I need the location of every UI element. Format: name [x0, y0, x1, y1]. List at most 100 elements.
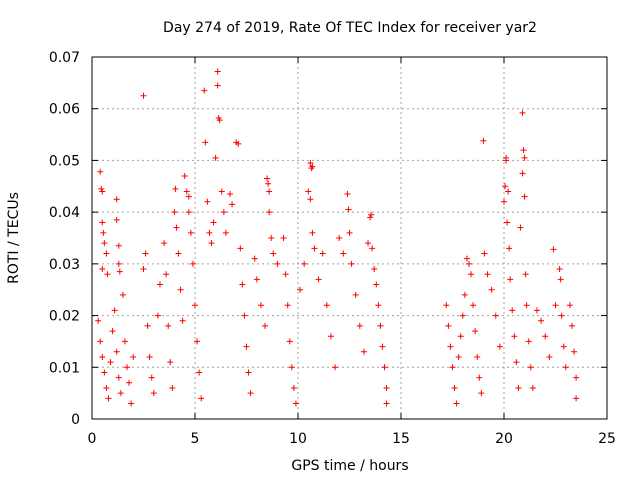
data-point — [284, 302, 291, 309]
data-point — [101, 240, 108, 247]
data-point — [150, 390, 157, 397]
data-point — [292, 400, 299, 407]
data-point — [95, 317, 102, 324]
data-point — [445, 322, 452, 329]
data-point — [556, 266, 563, 273]
data-point — [517, 224, 524, 231]
data-point — [566, 302, 573, 309]
data-point — [332, 364, 339, 371]
data-point — [113, 348, 120, 355]
data-point — [449, 364, 456, 371]
x-axis-title: GPS time / hours — [291, 458, 408, 474]
data-point — [229, 201, 236, 208]
data-point — [381, 364, 388, 371]
data-point — [103, 250, 110, 257]
data-point — [503, 154, 510, 161]
data-point — [97, 168, 104, 175]
data-point — [327, 333, 334, 340]
y-tick-labels: 0 0.01 0.02 0.03 0.04 0.05 0.06 0.07 — [49, 50, 80, 428]
plot-frame — [91, 56, 608, 420]
data-point — [241, 312, 248, 319]
data-point — [297, 286, 304, 293]
data-point — [480, 137, 487, 144]
data-point — [280, 235, 287, 241]
data-point — [509, 307, 516, 314]
data-point — [117, 390, 124, 397]
data-point — [128, 400, 135, 407]
data-point — [198, 395, 205, 402]
x-tick-label: 10 — [289, 431, 307, 447]
data-point — [194, 338, 201, 345]
data-point — [98, 185, 105, 192]
data-point — [455, 353, 462, 360]
data-point — [288, 364, 295, 371]
data-point — [367, 214, 374, 221]
data-point — [156, 281, 163, 288]
chart-title: Day 274 of 2019, Rate Of TEC Index for r… — [163, 20, 537, 36]
data-point — [266, 188, 273, 195]
data-point — [121, 338, 128, 345]
data-point — [496, 343, 503, 350]
data-point — [568, 322, 575, 329]
data-point — [451, 384, 458, 391]
data-point — [172, 185, 179, 192]
data-point — [488, 286, 495, 293]
data-point — [521, 154, 528, 161]
data-point — [447, 343, 454, 350]
y-tick-label: 0.07 — [49, 50, 80, 66]
x-tick-label: 15 — [392, 431, 410, 447]
data-point — [124, 364, 131, 371]
data-point — [175, 250, 182, 257]
data-point — [348, 260, 355, 267]
data-point — [360, 348, 367, 355]
data-point — [201, 87, 208, 94]
data-point — [346, 229, 353, 236]
data-point — [519, 109, 526, 116]
data-point — [204, 198, 211, 205]
data-point — [573, 374, 580, 381]
data-point — [109, 328, 116, 335]
data-point — [101, 369, 108, 376]
data-point — [286, 338, 293, 345]
data-point — [266, 209, 273, 216]
data-point — [103, 384, 110, 391]
data-point — [470, 302, 477, 309]
x-tick-label: 5 — [191, 431, 200, 447]
data-point — [206, 229, 213, 236]
data-point — [502, 183, 509, 190]
data-point — [187, 229, 194, 236]
data-point — [309, 229, 316, 236]
data-point — [163, 271, 170, 278]
data-point — [377, 322, 384, 329]
data-point — [183, 188, 190, 195]
data-point — [538, 317, 545, 324]
data-point — [179, 317, 186, 324]
data-point — [239, 281, 246, 288]
data-point — [115, 374, 122, 381]
data-point — [140, 266, 147, 273]
data-point — [119, 291, 126, 298]
y-tick-label: 0.05 — [49, 153, 80, 169]
data-point — [375, 302, 382, 309]
data-point — [533, 307, 540, 314]
data-point — [274, 260, 281, 267]
data-point — [173, 224, 180, 231]
data-point — [290, 384, 297, 391]
data-point — [165, 322, 172, 329]
data-point — [573, 395, 580, 402]
data-point — [214, 68, 221, 75]
data-point — [309, 163, 316, 170]
data-point — [181, 172, 188, 179]
x-tick-labels: 0 5 10 15 20 25 — [88, 431, 616, 447]
data-point — [216, 117, 223, 124]
data-point — [167, 359, 174, 366]
data-point — [443, 302, 450, 309]
data-point — [383, 400, 390, 407]
data-point — [196, 369, 203, 376]
data-point — [513, 359, 520, 366]
data-point — [383, 384, 390, 391]
y-axis-title: ROTI / TECUs — [6, 192, 22, 284]
y-tick-label: 0.02 — [49, 309, 80, 325]
data-point — [264, 175, 271, 182]
